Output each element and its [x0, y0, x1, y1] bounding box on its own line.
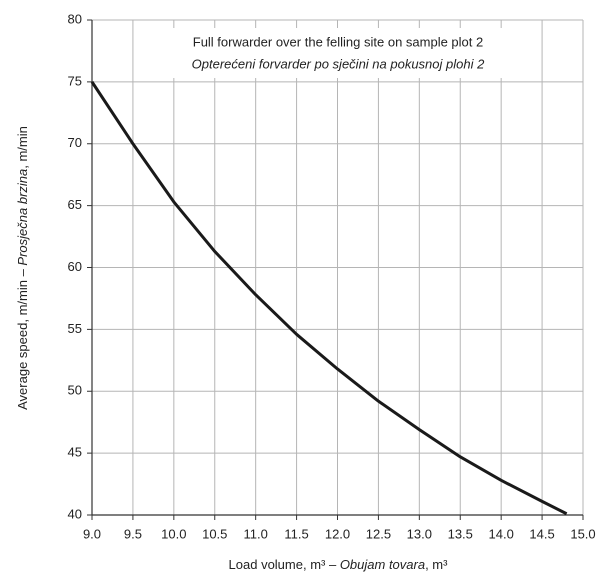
- x-tick-label: 14.5: [529, 526, 554, 541]
- y-tick-label: 65: [68, 197, 82, 212]
- y-tick-label: 60: [68, 259, 82, 274]
- x-axis-label: Load volume, m³ – Obujam tovara, m³: [229, 557, 449, 572]
- x-tick-label: 10.5: [202, 526, 227, 541]
- x-tick-label: 13.0: [407, 526, 432, 541]
- y-tick-label: 55: [68, 321, 82, 336]
- grid: [91, 19, 584, 516]
- x-tick-label: 11.5: [284, 526, 308, 541]
- y-tick-label: 70: [68, 135, 82, 150]
- y-tick-label: 45: [68, 445, 82, 460]
- x-label-part: , m³: [425, 557, 448, 572]
- x-tick-label: 9.5: [124, 526, 142, 541]
- x-tick-label: 14.0: [489, 526, 514, 541]
- x-tick-label: 11.0: [243, 526, 267, 541]
- y-axis-label: Average speed, m/min – Prosječna brzina,…: [15, 126, 30, 410]
- x-tick-label: 15.0: [570, 526, 595, 541]
- x-label-part: Load volume, m³ –: [229, 557, 340, 572]
- y-label-part: Prosječna brzina: [15, 169, 30, 266]
- line: [90, 81, 568, 516]
- x-label-part: Obujam tovara: [340, 557, 425, 572]
- x-tick-label: 12.5: [366, 526, 391, 541]
- x-tick-label: 12.0: [325, 526, 350, 541]
- title-box: [150, 28, 520, 78]
- y-label-part: Average speed, m/min –: [15, 266, 30, 410]
- y-tick-label: 50: [68, 383, 82, 398]
- x-tick-label: 9.0: [83, 526, 101, 541]
- y-label-part: , m/min: [15, 126, 30, 169]
- chart-title: Full forwarder over the felling site on …: [193, 34, 483, 49]
- chart-subtitle: Opterećeni forvarder po sječini na pokus…: [192, 56, 485, 71]
- y-tick-label: 75: [68, 73, 82, 88]
- x-tick-label: 13.5: [448, 526, 473, 541]
- y-tick-label: 80: [68, 11, 82, 26]
- x-tick-label: 10.0: [161, 526, 186, 541]
- y-tick-label: 40: [68, 506, 82, 521]
